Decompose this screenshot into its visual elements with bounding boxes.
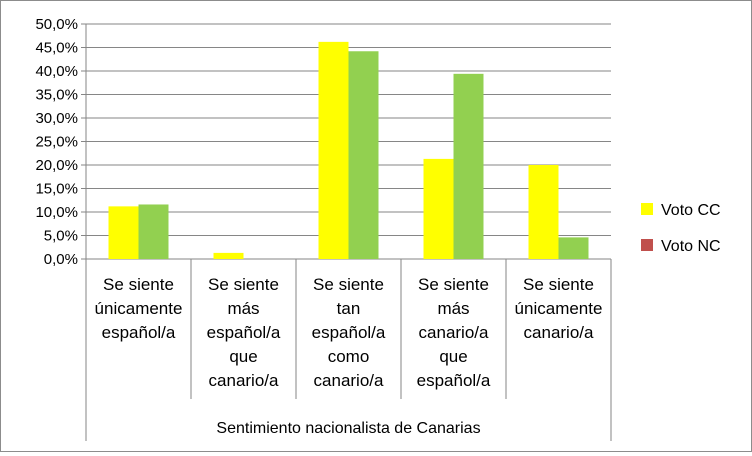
category-label: canario/a [419,323,489,342]
category-label: Se siente [313,275,384,294]
category-label: Se siente [103,275,174,294]
category-label: español/a [312,323,386,342]
y-tick-label: 0,0% [44,251,78,268]
y-tick-label: 35,0% [35,87,78,104]
legend-swatch [641,203,653,215]
legend-label: Voto NC [661,238,721,255]
category-label: español/a [102,323,176,342]
legend-label: Voto CC [661,202,721,219]
x-axis-title: Sentimiento nacionalista de Canarias [216,420,480,437]
y-tick-label: 10,0% [35,204,78,221]
y-tick-label: 40,0% [35,63,78,80]
bar [213,252,244,259]
category-label: que [229,347,257,366]
category-label: tan [337,299,361,318]
bar [108,206,139,259]
y-tick-label: 45,0% [35,40,78,57]
y-tick-label: 50,0% [35,16,78,33]
y-tick-label: 30,0% [35,110,78,127]
bar [558,237,589,259]
category-label: canario/a [314,371,384,390]
category-label: español/a [207,323,281,342]
category-label: Se siente [523,275,594,294]
y-tick-label: 15,0% [35,181,78,198]
category-label: únicamente [515,299,603,318]
category-label: que [439,347,467,366]
y-tick-label: 20,0% [35,157,78,174]
category-label: más [227,299,259,318]
y-tick-label: 5,0% [44,228,78,245]
bar [318,41,349,259]
category-label: como [328,347,370,366]
bar [348,51,379,260]
bar [138,204,169,259]
category-label: Se siente [208,275,279,294]
bar [423,158,454,259]
category-label: español/a [417,371,491,390]
category-label: canario/a [209,371,279,390]
category-label: canario/a [524,323,594,342]
legend-swatch [641,239,653,251]
category-label: únicamente [95,299,183,318]
category-label: más [437,299,469,318]
y-tick-label: 25,0% [35,134,78,151]
category-label: Se siente [418,275,489,294]
bar [528,165,559,259]
bar [453,73,484,259]
